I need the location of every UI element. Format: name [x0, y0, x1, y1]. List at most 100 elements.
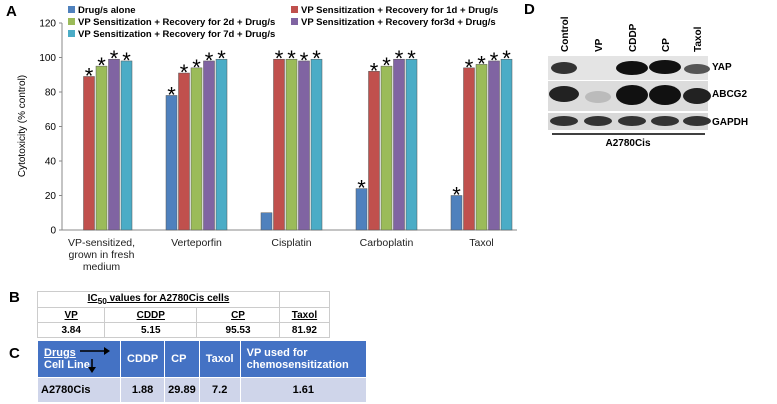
bar: [260, 212, 273, 231]
protein-label: YAP: [712, 62, 732, 73]
band: [618, 116, 646, 126]
y-tick-label: 60: [45, 122, 57, 133]
band: [585, 91, 611, 103]
significance-marker: *: [312, 46, 321, 71]
y-tick-label: 80: [45, 88, 57, 99]
lane-label: Taxol: [693, 26, 704, 52]
significance-marker: *: [465, 55, 474, 80]
legend-label: VP Sensitization + Recovery for 7d + Dru…: [78, 29, 275, 40]
cell-line-label: A2780Cis: [605, 138, 650, 149]
table-title: IC50 values for A2780Cis cells: [37, 291, 280, 308]
cell: 7.2: [198, 377, 241, 403]
corner-cell: Drugs Cell Line: [37, 340, 121, 378]
band: [649, 85, 681, 105]
x-tick-label: Taxol: [469, 237, 494, 249]
bar: [298, 60, 310, 231]
significance-marker: *: [477, 51, 486, 76]
bar: [475, 64, 488, 231]
significance-marker: *: [167, 82, 176, 107]
significance-marker: *: [490, 48, 499, 73]
cell: 1.88: [119, 377, 166, 403]
bar: [450, 195, 463, 231]
y-tick-label: 0: [50, 226, 56, 237]
column-header: CP: [196, 307, 280, 323]
band: [684, 64, 710, 74]
ic50-table: IC50 values for A2780Cis cells VP CDDP CP T…: [36, 291, 331, 338]
significance-marker: *: [395, 46, 404, 71]
significance-marker: *: [452, 183, 461, 208]
cell: 95.53: [196, 322, 280, 338]
bar: [215, 58, 228, 231]
y-tick-label: 100: [39, 53, 56, 64]
legend-label: Drug/s alone: [78, 5, 136, 16]
legend-label: VP Sensitization + Recovery for 2d + Dru…: [78, 17, 275, 28]
bar: [83, 76, 95, 231]
corner-bottom: Cell Line: [44, 359, 90, 371]
bar: [178, 72, 190, 231]
legend-swatch: [291, 18, 298, 25]
western-blot: D A2780Cis: [524, 1, 711, 149]
column-header: Taxol: [278, 307, 331, 323]
significance-marker: *: [180, 60, 189, 85]
significance-marker: *: [97, 53, 106, 78]
significance-marker: *: [205, 48, 214, 73]
x-tick-label: Carboplatin: [359, 237, 414, 249]
significance-marker: *: [192, 55, 201, 80]
title-text: IC: [87, 293, 98, 304]
lane-label: CP: [661, 38, 672, 52]
bar: [108, 58, 120, 231]
legend-swatch: [68, 30, 75, 37]
bar: [463, 67, 475, 231]
column-header: VP used for chemosensitization: [239, 340, 368, 378]
significance-marker: *: [407, 46, 416, 71]
significance-marker: *: [357, 176, 366, 201]
cell: 3.84: [36, 322, 106, 338]
panel-letter: B: [9, 289, 20, 306]
bar: [380, 65, 393, 231]
significance-marker: *: [110, 46, 119, 71]
x-tick-label: VP-sensitized, grown in fresh medium: [67, 237, 136, 273]
band: [549, 86, 579, 102]
corner-top: Drugs: [44, 347, 76, 359]
bar: [500, 58, 513, 231]
panel-letter: A: [6, 3, 17, 20]
bar: [355, 188, 368, 231]
lane-label: VP: [594, 38, 605, 52]
bar: [203, 60, 215, 231]
bar: [273, 58, 285, 231]
significance-marker: *: [122, 48, 131, 73]
column-header: CDDP: [104, 307, 198, 323]
y-tick-label: 120: [39, 19, 56, 30]
cell: [278, 291, 331, 308]
arrows: [80, 347, 110, 373]
panel-letter: C: [9, 345, 20, 362]
column-header: CP: [164, 340, 200, 378]
x-tick-label: Cisplatin: [271, 237, 312, 249]
cell: 1.61: [239, 377, 368, 403]
band: [616, 85, 648, 105]
bar: [165, 95, 178, 231]
cell: 81.92: [278, 322, 331, 338]
title-subscript: 50: [97, 296, 107, 306]
bar: [285, 58, 298, 231]
bar: [190, 67, 203, 231]
legend-swatch: [68, 6, 75, 13]
significance-marker: *: [382, 53, 391, 78]
significance-marker: *: [370, 58, 379, 83]
band: [584, 116, 612, 126]
bar: [488, 60, 500, 231]
column-header: VP: [36, 307, 106, 323]
cell: 5.15: [104, 322, 198, 338]
x-tick-label: Verteporfin: [171, 237, 222, 249]
band: [616, 61, 648, 75]
significance-marker: *: [275, 46, 284, 71]
significance-marker: *: [502, 46, 511, 71]
bar: [95, 65, 108, 231]
title-text: values for A2780Cis cells: [106, 293, 230, 304]
y-axis-label: Cytotoxicity (% control): [17, 75, 28, 177]
column-header: CDDP: [119, 340, 166, 378]
band: [551, 62, 577, 74]
lane-label: CDDP: [628, 23, 639, 52]
